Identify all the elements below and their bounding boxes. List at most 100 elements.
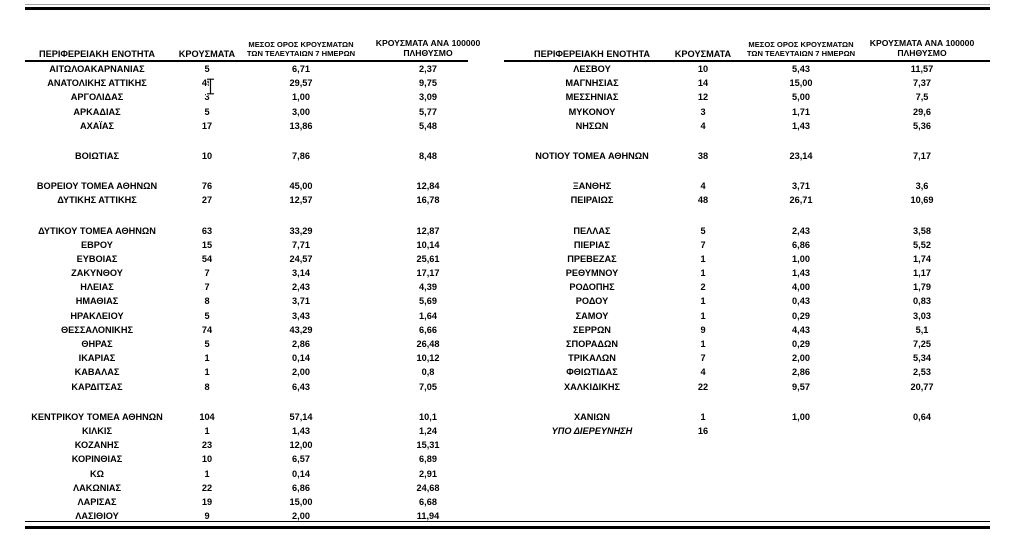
- cell-per-100k: 24,68: [416, 482, 440, 493]
- regional-cases-table-right: ΠΕΡΙΦΕΡΕΙΑΚΗ ΕΝΟΤΗΤΑ ΚΡΟΥΣΜΑΤΑ ΜΕΣΟΣ ΟΡΟ…: [504, 10, 990, 436]
- cell-per-100k: 6,89: [419, 454, 437, 465]
- empty-cell: [663, 208, 743, 224]
- cell-7day-average: 3,00: [292, 106, 310, 117]
- cell-regional-unit: ΗΜΑΘΙΑΣ: [75, 296, 119, 307]
- cell-regional-unit: ΖΑΚΥΝΘΟΥ: [71, 268, 123, 279]
- empty-cell: [504, 208, 680, 224]
- cell-7day-average: 45,00: [289, 181, 313, 192]
- cell-cases: 54: [201, 253, 213, 264]
- cell-7day-average: 6,57: [292, 454, 310, 465]
- cell-regional-unit: ΠΕΙΡΑΙΩΣ: [570, 195, 614, 206]
- cell-per-100k: 0,64: [913, 411, 931, 422]
- cell-cases: 38: [697, 150, 709, 161]
- cell-regional-unit: ΚΩ: [89, 468, 104, 479]
- cell-regional-unit: ΚΑΡΔΙΤΣΑΣ: [71, 381, 123, 392]
- cell-per-100k: 1,17: [913, 268, 931, 279]
- cell-7day-average: 2,43: [292, 282, 310, 293]
- cell-7day-average: 15,00: [789, 78, 813, 89]
- cell-per-100k: 10,69: [910, 195, 934, 206]
- cell-cases: 7: [204, 282, 210, 293]
- table-header: ΠΕΡΙΦΕΡΕΙΑΚΗ ΕΝΟΤΗΤΑ ΚΡΟΥΣΜΑΤΑ ΜΕΣΟΣ ΟΡΟ…: [504, 10, 990, 62]
- cell-cases: 74: [201, 324, 213, 335]
- cell-cases: 76: [201, 181, 213, 192]
- cell-7day-average: 1,71: [792, 106, 810, 117]
- cell-per-100k: 25,61: [416, 253, 440, 264]
- empty-cell: [761, 394, 841, 410]
- cell-per-100k: 7,37: [913, 78, 931, 89]
- cell-per-100k: 3,09: [419, 92, 437, 103]
- cell-cases: 1: [204, 425, 210, 436]
- cell-7day-average: 1,00: [292, 92, 310, 103]
- cell-cases: 16: [697, 425, 709, 436]
- header-line-2: ΠΛΗΘΥΣΜΟ: [897, 48, 947, 59]
- cell-per-100k: 1,24: [419, 425, 437, 436]
- empty-cell: [504, 394, 680, 410]
- cell-7day-average: 4,43: [792, 324, 810, 335]
- table-column-regional-unit: ΑΙΤΩΛΟΑΚΑΡΝΑΝΙΑΣ ΑΝΑΤΟΛΙΚΗΣ ΑΤΤΙΚΗΣ ΑΡΓΟΛΙ…: [25, 62, 169, 523]
- cell-regional-unit: ΜΑΓΝΗΣΙΑΣ: [565, 78, 619, 89]
- cell-cases: 5: [700, 225, 706, 236]
- empty-cell: [167, 208, 247, 224]
- cell-regional-unit: ΛΑΣΙΘΙΟΥ: [75, 511, 119, 522]
- column-header-cases: ΚΡΟΥΣΜΑΤΑ: [178, 49, 236, 59]
- table-column-7day-average: 6,71 29,57 1,00 3,00 13,86 7,86 45,00 12,57 33,2…: [261, 62, 341, 523]
- empty-cell: [504, 133, 680, 149]
- regional-cases-table-left: ΠΕΡΙΦΕΡΕΙΑΚΗ ΕΝΟΤΗΤΑ ΚΡΟΥΣΜΑΤΑ ΜΕΣΟΣ ΟΡΟ…: [25, 10, 480, 521]
- cell-regional-unit: ΒΟΙΩΤΙΑΣ: [74, 150, 119, 161]
- cell-regional-unit: ΛΕΣΒΟΥ: [573, 64, 611, 74]
- cell-cases: 1: [700, 268, 706, 279]
- cell-per-100k: 7,25: [913, 339, 931, 349]
- empty-cell: [504, 163, 680, 179]
- cell-per-100k: 11,57: [910, 64, 934, 74]
- empty-cell: [25, 208, 169, 224]
- table-column-7day-average: 5,43 15,00 5,00 1,71 1,43 23,14 3,71 26,71 2,43 6…: [761, 62, 841, 438]
- empty-cell: [663, 133, 743, 149]
- cell-cases: 5: [204, 106, 210, 117]
- cell-per-100k: [862, 424, 982, 438]
- cell-per-100k: 11,94: [416, 511, 440, 522]
- cell-per-100k: 20,77: [910, 381, 934, 392]
- cell-7day-average: 2,00: [792, 353, 810, 364]
- cell-per-100k: 2,37: [419, 64, 437, 74]
- cell-per-100k: 5,34: [913, 353, 931, 364]
- cell-7day-average: 7,86: [292, 150, 310, 161]
- cell-7day-average: 13,86: [289, 120, 313, 131]
- cell-7day-average: 3,14: [292, 268, 310, 279]
- cell-7day-average: [761, 424, 841, 438]
- cell-cases: 5: [204, 310, 210, 321]
- empty-cell: [663, 163, 743, 179]
- cell-per-100k: 3,58: [913, 225, 931, 236]
- empty-cell: [368, 394, 488, 410]
- cell-cases: 104: [199, 411, 215, 422]
- cell-regional-unit: ΣΠΟΡΑΔΩΝ: [566, 339, 618, 349]
- cell-cases: 1: [204, 468, 210, 479]
- text-ibeam-cursor-icon: [205, 77, 216, 96]
- cell-per-100k: 5,48: [419, 120, 437, 131]
- cell-cases: 8: [204, 381, 210, 392]
- cell-cases: 5: [204, 339, 210, 349]
- bottom-border-rule: [25, 521, 990, 529]
- cell-per-100k: 12,87: [416, 225, 440, 236]
- cell-cases: 7: [700, 239, 706, 250]
- cell-cases: 22: [697, 381, 709, 392]
- cell-regional-unit: ΜΕΣΣΗΝΙΑΣ: [565, 92, 619, 103]
- empty-cell: [368, 133, 488, 149]
- empty-cell: [261, 394, 341, 410]
- cell-per-100k: 10,1: [419, 411, 437, 422]
- cell-regional-unit: ΕΒΡΟΥ: [81, 239, 113, 250]
- table-column-per-100k: 11,57 7,37 7,5 29,6 5,36 7,17 3,6 10,69 3,58 5,52…: [862, 62, 982, 438]
- empty-cell: [25, 394, 169, 410]
- cell-regional-unit: ΘΗΡΑΣ: [81, 339, 113, 349]
- header-line-2: ΤΩΝ ΤΕΛΕΥΤΑΙΩΝ 7 ΗΜΕΡΩΝ: [746, 49, 856, 59]
- cell-7day-average: 57,14: [289, 411, 313, 422]
- cell-cases: 48: [697, 195, 709, 206]
- cell-per-100k: 1,64: [419, 310, 437, 321]
- cell-per-100k: 10,14: [416, 239, 440, 250]
- cell-7day-average: 29,57: [289, 78, 313, 89]
- cell-7day-average: 5,00: [792, 92, 810, 103]
- cell-cases: 19: [201, 496, 213, 507]
- cell-7day-average: 9,57: [792, 381, 810, 392]
- cell-per-100k: 1,74: [913, 253, 931, 264]
- cell-regional-unit: ΥΠΟ ΔΙΕΡΕΥΝΗΣΗ: [551, 425, 633, 436]
- empty-cell: [167, 394, 247, 410]
